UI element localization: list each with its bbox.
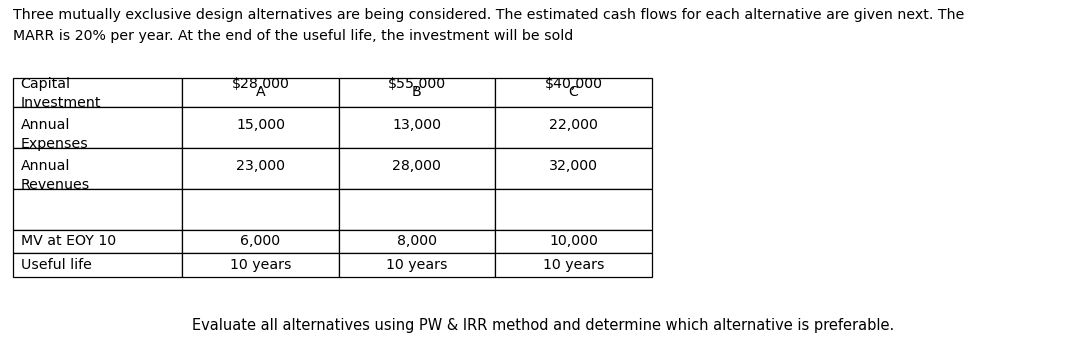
Text: Capital
Investment: Capital Investment: [21, 77, 101, 110]
Bar: [13, 78, 182, 107]
Text: 32,000: 32,000: [548, 159, 598, 173]
Bar: [495, 78, 652, 107]
Text: Evaluate all alternatives using PW & IRR method and determine which alternative : Evaluate all alternatives using PW & IRR…: [192, 318, 894, 333]
Text: $40,000: $40,000: [544, 77, 603, 91]
Bar: [182, 78, 339, 107]
Bar: [495, 230, 652, 253]
Text: Annual
Expenses: Annual Expenses: [21, 118, 88, 151]
Bar: [495, 253, 652, 277]
Bar: [13, 253, 182, 277]
Bar: [495, 107, 652, 148]
Bar: [495, 189, 652, 230]
Text: Annual
Revenues: Annual Revenues: [21, 159, 90, 191]
Text: 10,000: 10,000: [548, 234, 597, 249]
Text: C: C: [568, 85, 579, 100]
Bar: [13, 189, 182, 230]
Bar: [182, 189, 339, 230]
Text: MARR is 20% per year. At the end of the useful life, the investment will be sold: MARR is 20% per year. At the end of the …: [13, 29, 573, 43]
Text: 10 years: 10 years: [230, 258, 291, 272]
Bar: [182, 253, 339, 277]
Bar: [339, 78, 495, 107]
Text: A: A: [255, 85, 265, 100]
Bar: [495, 148, 652, 189]
Text: $28,000: $28,000: [231, 77, 289, 91]
Bar: [339, 189, 495, 230]
Text: 23,000: 23,000: [236, 159, 285, 173]
Text: 10 years: 10 years: [387, 258, 447, 272]
Bar: [182, 148, 339, 189]
Text: 10 years: 10 years: [543, 258, 604, 272]
Text: 15,000: 15,000: [236, 118, 285, 132]
Text: Useful life: Useful life: [21, 258, 91, 272]
Bar: [339, 230, 495, 253]
Text: Three mutually exclusive design alternatives are being considered. The estimated: Three mutually exclusive design alternat…: [13, 8, 964, 22]
Bar: [339, 148, 495, 189]
Bar: [182, 107, 339, 148]
Text: 28,000: 28,000: [392, 159, 441, 173]
Text: MV at EOY 10: MV at EOY 10: [21, 234, 116, 249]
Bar: [182, 230, 339, 253]
Text: B: B: [412, 85, 421, 100]
Bar: [339, 253, 495, 277]
Text: 6,000: 6,000: [240, 234, 280, 249]
Bar: [13, 230, 182, 253]
Text: 22,000: 22,000: [548, 118, 597, 132]
Text: 8,000: 8,000: [396, 234, 437, 249]
Bar: [13, 148, 182, 189]
Text: 13,000: 13,000: [392, 118, 441, 132]
Text: $55,000: $55,000: [388, 77, 446, 91]
Bar: [339, 107, 495, 148]
Bar: [13, 107, 182, 148]
